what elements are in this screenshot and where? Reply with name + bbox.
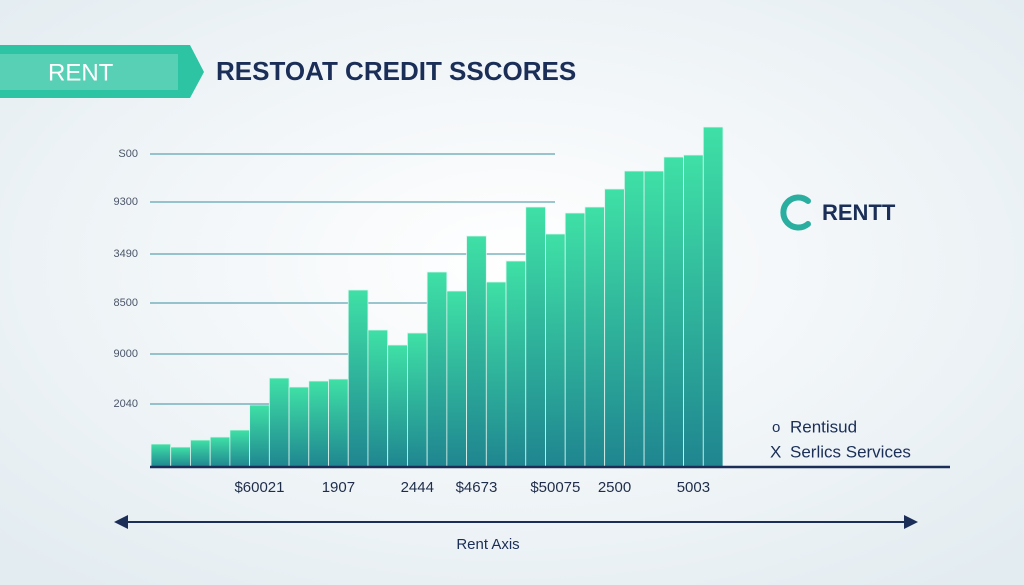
bar: [268, 377, 290, 468]
bar: [466, 235, 487, 468]
legend-label: Rentisud: [790, 417, 857, 436]
logo-icon: [780, 194, 811, 231]
bar: [229, 429, 251, 468]
x-tick-label: 1907: [322, 479, 355, 496]
bar: [209, 436, 231, 468]
bar: [545, 233, 566, 468]
y-tick-label: 3490: [114, 248, 138, 260]
bar: [170, 446, 191, 468]
bar: [347, 289, 369, 468]
bar: [446, 290, 467, 468]
bar: [426, 271, 448, 468]
x-tick-label: $60021: [234, 479, 284, 496]
x-tick-label: $4673: [456, 479, 498, 496]
banner-band: [0, 54, 178, 90]
x-tick-label: $50075: [530, 479, 580, 496]
bar: [288, 386, 310, 468]
arrow-head: [114, 515, 128, 529]
bar: [584, 206, 606, 468]
y-tick-label: 9000: [114, 348, 138, 360]
bar: [564, 212, 586, 468]
bar: [308, 380, 329, 468]
plot: 2040 9000 8500 3490 9300 S00 $60021 1907 2444 $46…: [114, 126, 724, 496]
x-tick-label: 2444: [401, 479, 434, 496]
bar: [663, 156, 684, 468]
x-tick-label: 2500: [598, 479, 631, 496]
legend-marker: X: [770, 442, 781, 461]
bar: [328, 378, 349, 468]
y-tick-label: S00: [118, 148, 138, 160]
bar: [604, 188, 625, 468]
y-tick-label: 2040: [114, 398, 138, 410]
bar: [367, 329, 389, 468]
banner-text: RENT: [48, 59, 114, 86]
y-tick-label: 8500: [114, 297, 138, 309]
bar: [485, 281, 507, 468]
bar: [505, 260, 527, 468]
banner-ribbon: [0, 45, 204, 98]
legend-label: Serlics Services: [790, 442, 911, 461]
bar: [702, 126, 724, 468]
legend-marker: o: [772, 419, 780, 436]
x-axis-label: Rent Axis: [456, 536, 519, 553]
bar: [407, 332, 428, 468]
logo-text: RENTT: [822, 200, 896, 225]
bar: [190, 439, 211, 468]
bar: [249, 404, 270, 468]
bar: [150, 443, 172, 468]
y-tick-label: 9300: [114, 196, 138, 208]
bar: [683, 154, 704, 468]
chart-title: RESTOAT CREDIT SSCORES: [216, 56, 576, 86]
x-tick-label: 5003: [677, 479, 710, 496]
arrow-head: [904, 515, 918, 529]
bar: [643, 170, 665, 468]
bar: [387, 344, 408, 468]
bar: [623, 170, 645, 468]
bar: [525, 206, 546, 468]
